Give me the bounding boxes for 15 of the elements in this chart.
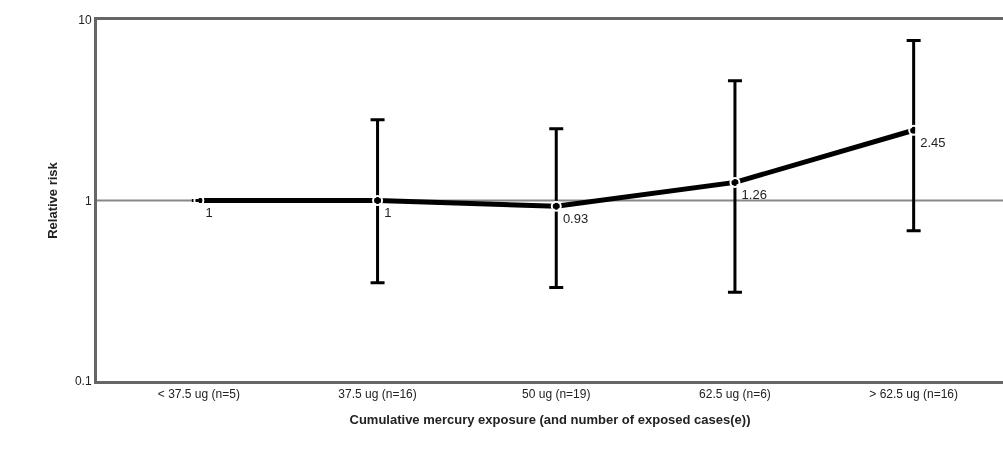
x-tick-label: < 37.5 ug (n=5) [157, 387, 240, 402]
y-tick-label: 10 [78, 13, 92, 28]
data-label: 2.45 [920, 134, 946, 150]
x-axis-title: Cumulative mercury exposure (and number of exposed cases(e)) [349, 412, 751, 427]
data-label: 1 [384, 204, 392, 220]
y-tick-label: 1 [84, 193, 92, 208]
y-tick-label: 0.1 [74, 374, 92, 389]
data-label: 0.93 [562, 210, 589, 226]
x-tick-label: 62.5 ug (n=6) [699, 387, 771, 402]
y-axis-title: Relative risk [44, 161, 60, 239]
data-label: 1.26 [741, 186, 767, 202]
x-tick-label: 50 ug (n=19) [522, 387, 591, 402]
x-tick-label: > 62.5 ug (n=16) [869, 387, 959, 402]
x-tick-label: 37.5 ug (n=16) [338, 387, 417, 402]
data-label: 1 [205, 204, 213, 220]
